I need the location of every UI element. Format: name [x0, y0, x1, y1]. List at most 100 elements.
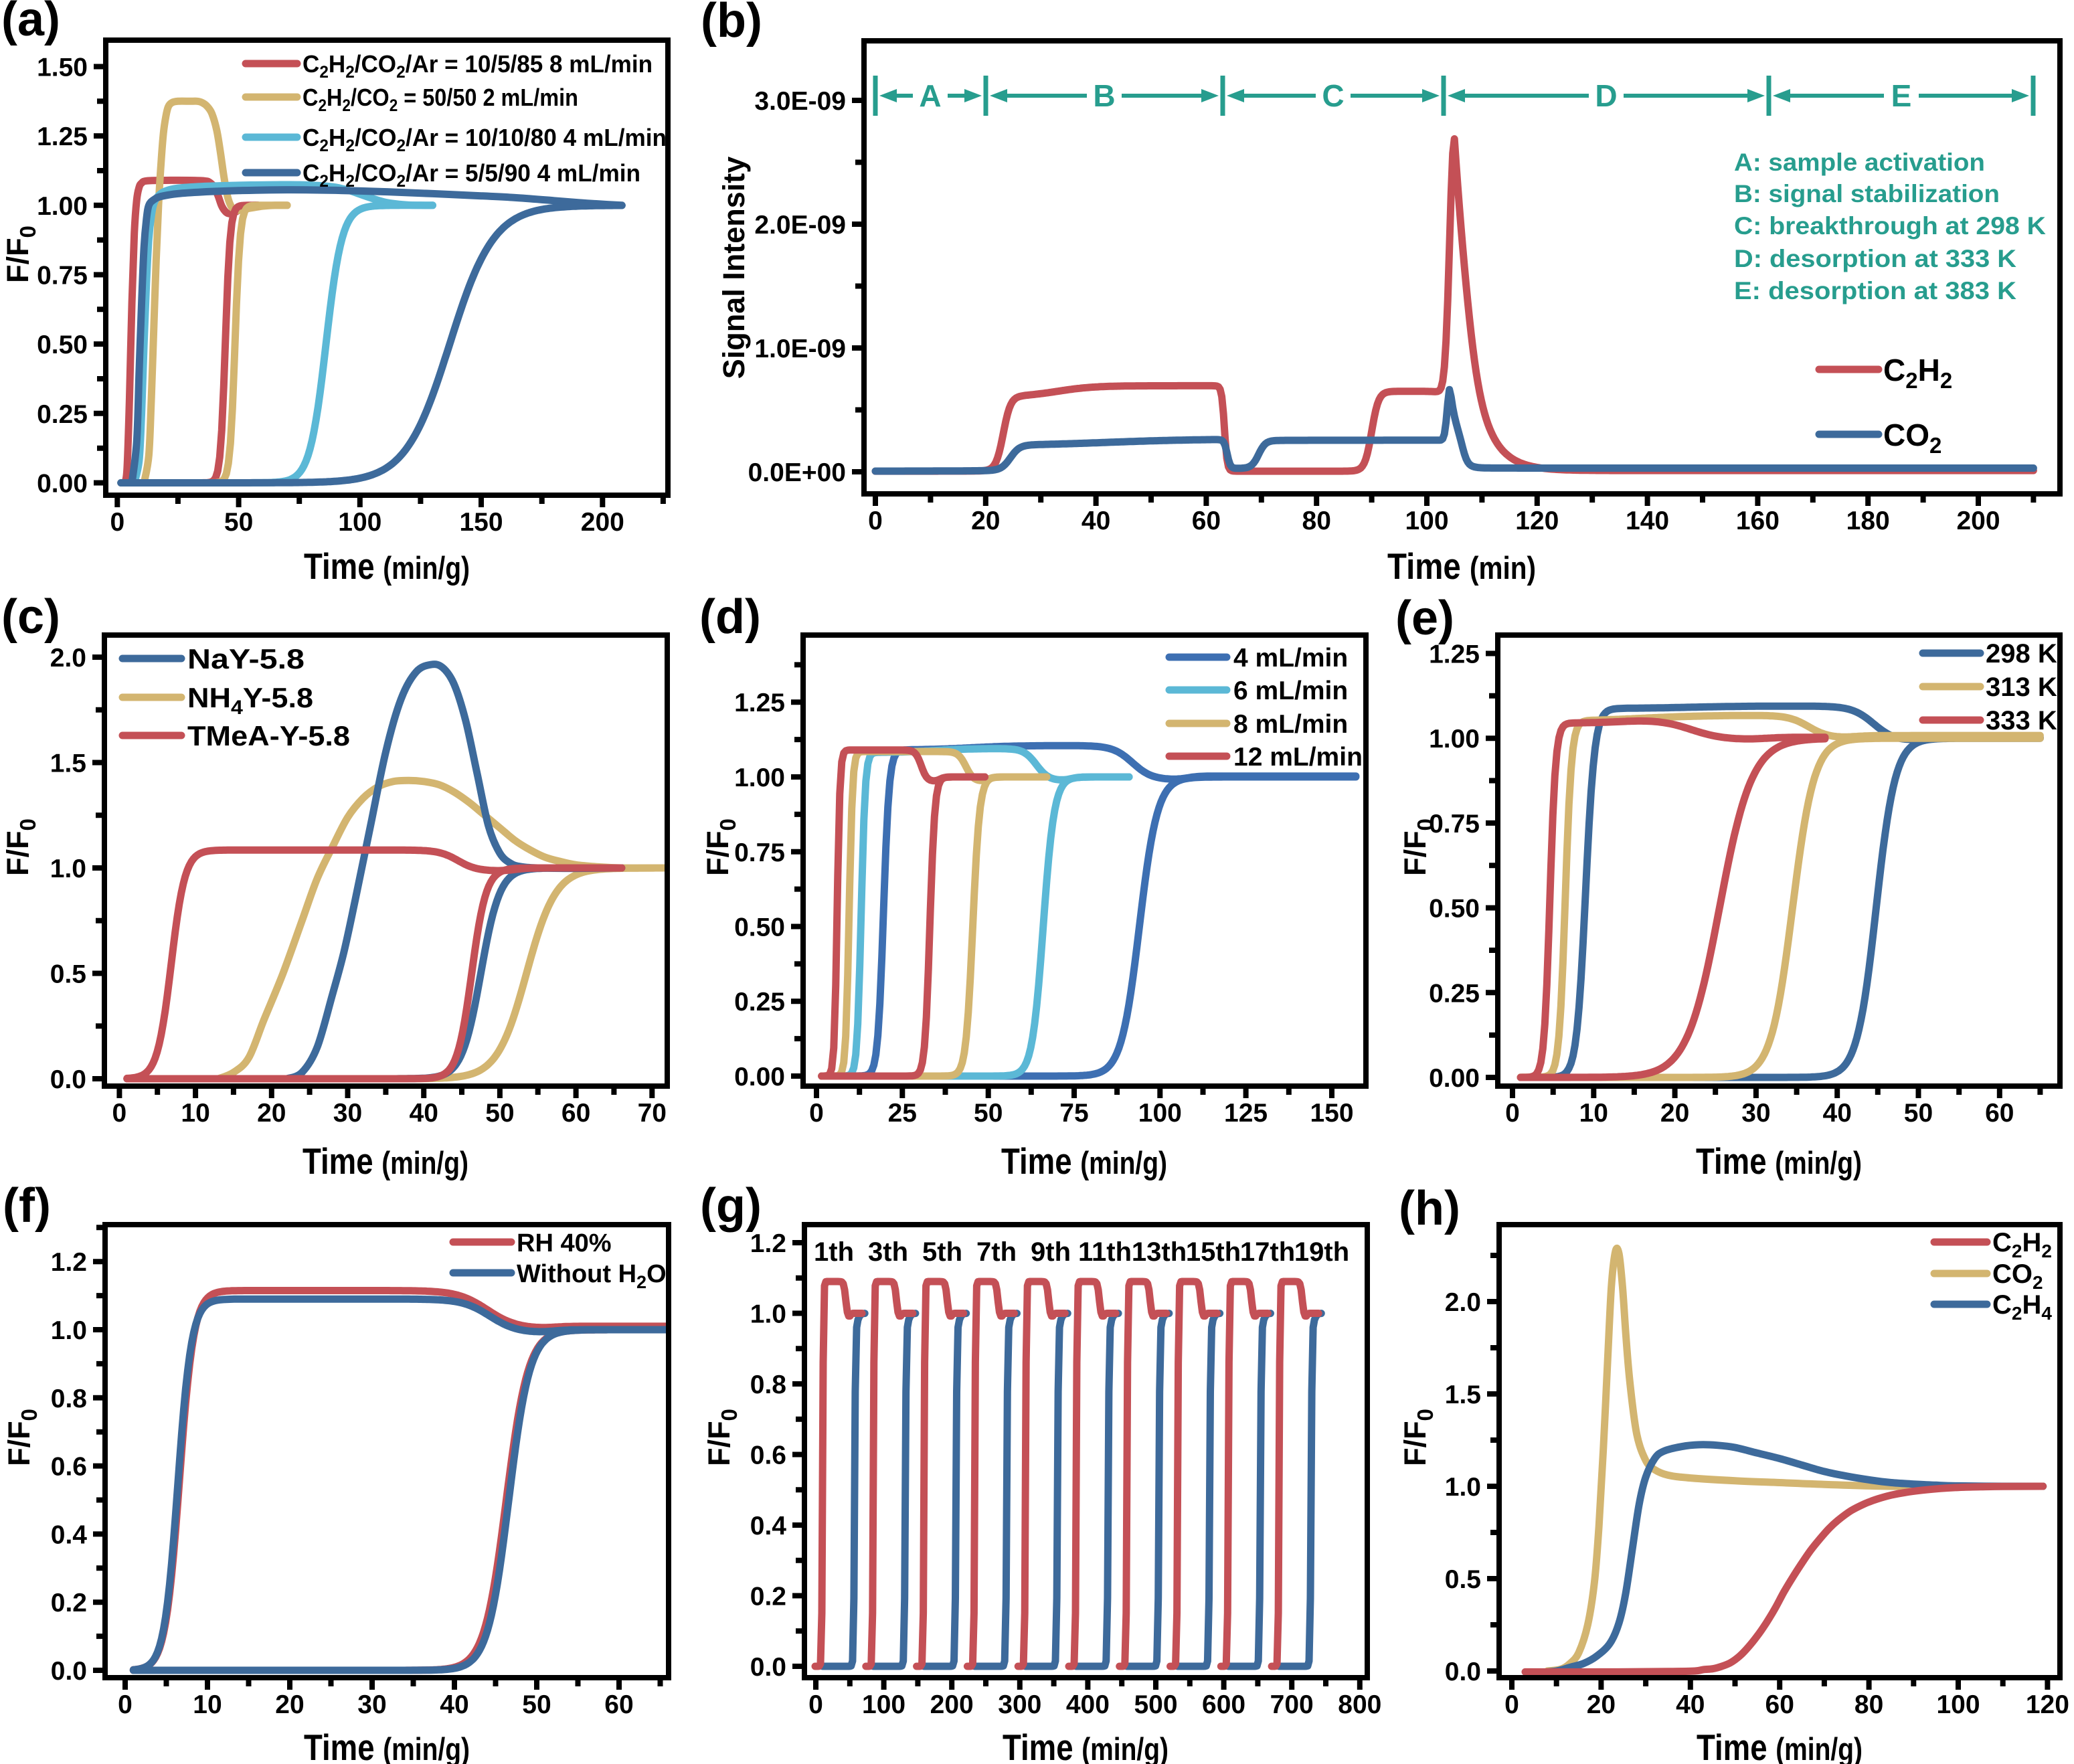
svg-text:80: 80 [1302, 507, 1331, 535]
svg-text:9th: 9th [1031, 1237, 1071, 1267]
svg-text:40: 40 [1676, 1690, 1705, 1719]
svg-text:0.0: 0.0 [750, 1653, 786, 1682]
svg-text:1.0: 1.0 [1445, 1473, 1481, 1502]
svg-text:1.25: 1.25 [734, 689, 785, 717]
svg-text:100: 100 [338, 508, 381, 537]
svg-text:0.0: 0.0 [51, 1657, 87, 1686]
svg-text:800: 800 [1338, 1690, 1381, 1719]
svg-text:0.25: 0.25 [37, 400, 88, 429]
svg-text:0.6: 0.6 [750, 1441, 786, 1470]
svg-text:12 mL/min: 12 mL/min [1233, 743, 1363, 772]
svg-text:0.75: 0.75 [1429, 810, 1480, 839]
svg-text:10: 10 [181, 1099, 209, 1128]
svg-text:0.8: 0.8 [51, 1385, 87, 1413]
svg-text:(e): (e) [1395, 592, 1454, 645]
svg-text:20: 20 [275, 1690, 304, 1719]
svg-text:20: 20 [1660, 1099, 1689, 1128]
svg-text:Time (min/g): Time (min/g) [1696, 1140, 1862, 1182]
svg-text:50: 50 [974, 1099, 1003, 1128]
svg-text:200: 200 [581, 508, 624, 537]
svg-text:150: 150 [1310, 1099, 1353, 1128]
svg-text:13th: 13th [1132, 1237, 1187, 1267]
svg-text:50: 50 [1904, 1099, 1933, 1128]
svg-text:Time (min/g): Time (min/g) [303, 1140, 468, 1182]
svg-text:Time (min/g): Time (min/g) [1001, 1140, 1167, 1182]
svg-text:0.5: 0.5 [1445, 1565, 1481, 1594]
svg-text:100: 100 [862, 1690, 905, 1719]
svg-text:RH 40%: RH 40% [517, 1229, 612, 1257]
svg-text:160: 160 [1736, 507, 1780, 535]
svg-text:150: 150 [459, 508, 503, 537]
svg-text:(a): (a) [1, 0, 60, 46]
svg-text:1.5: 1.5 [50, 749, 86, 778]
svg-text:0.2: 0.2 [51, 1589, 87, 1617]
svg-text:120: 120 [1515, 507, 1559, 535]
svg-text:(b): (b) [701, 0, 762, 48]
svg-text:0: 0 [868, 507, 883, 535]
svg-text:40: 40 [1082, 507, 1110, 535]
svg-text:60: 60 [1192, 507, 1221, 535]
svg-text:0: 0 [1505, 1099, 1520, 1128]
svg-text:17th: 17th [1240, 1237, 1295, 1267]
svg-text:Time (min/g): Time (min/g) [304, 1727, 470, 1764]
svg-text:400: 400 [1066, 1690, 1110, 1719]
svg-text:3.0E-09: 3.0E-09 [754, 87, 846, 116]
svg-text:0.50: 0.50 [37, 331, 88, 359]
svg-text:Time (min/g): Time (min/g) [1697, 1727, 1863, 1764]
svg-text:0.25: 0.25 [734, 988, 785, 1017]
svg-text:0.25: 0.25 [1429, 979, 1480, 1008]
svg-text:A: sample activation: A: sample activation [1734, 149, 1985, 176]
svg-text:1.25: 1.25 [37, 122, 88, 151]
svg-text:C2​H2​/CO2​/Ar = 10/5/85 8 mL/: C2​H2​/CO2​/Ar = 10/5/85 8 mL/min [303, 50, 653, 82]
svg-text:298 K: 298 K [1986, 639, 2057, 669]
svg-text:0: 0 [1504, 1690, 1519, 1719]
svg-text:Signal Intensity: Signal Intensity [717, 157, 751, 379]
svg-text:0.75: 0.75 [37, 262, 88, 290]
svg-text:1.0: 1.0 [750, 1300, 786, 1329]
svg-text:313 K: 313 K [1986, 673, 2057, 702]
svg-text:0: 0 [118, 1690, 133, 1719]
svg-text:100: 100 [1936, 1690, 1980, 1719]
svg-text:NaY-5.8: NaY-5.8 [187, 643, 305, 675]
svg-text:1.50: 1.50 [37, 54, 88, 82]
svg-text:10: 10 [193, 1690, 222, 1719]
svg-text:30: 30 [357, 1690, 386, 1719]
svg-text:1.5: 1.5 [1445, 1381, 1481, 1409]
svg-text:E: desorption at 383 K: E: desorption at 383 K [1734, 277, 2016, 304]
svg-text:0.50: 0.50 [734, 913, 785, 942]
svg-text:D: desorption at 333 K: D: desorption at 333 K [1734, 245, 2016, 272]
svg-text:1.2: 1.2 [750, 1229, 786, 1258]
svg-text:20: 20 [971, 507, 1000, 535]
svg-text:A: A [919, 78, 941, 113]
svg-text:25: 25 [888, 1099, 917, 1128]
svg-text:Time (min): Time (min) [1387, 545, 1536, 587]
svg-text:1.0: 1.0 [51, 1316, 87, 1345]
svg-text:0: 0 [808, 1690, 823, 1719]
svg-text:7th: 7th [976, 1237, 1017, 1267]
svg-text:B: signal stabilization: B: signal stabilization [1734, 180, 2000, 207]
svg-text:C2​H2​: C2​H2​ [1992, 1228, 2052, 1261]
svg-text:140: 140 [1626, 507, 1669, 535]
svg-text:Time (min/g): Time (min/g) [304, 545, 470, 587]
svg-text:0.75: 0.75 [734, 839, 785, 867]
svg-text:B: B [1093, 78, 1115, 113]
svg-text:E: E [1891, 78, 1912, 113]
svg-text:500: 500 [1134, 1690, 1177, 1719]
svg-text:40: 40 [410, 1099, 438, 1128]
svg-text:D: D [1595, 78, 1617, 113]
svg-text:6 mL/min: 6 mL/min [1233, 677, 1348, 705]
svg-text:50: 50 [485, 1099, 514, 1128]
svg-text:TMeA-Y-5.8: TMeA-Y-5.8 [187, 720, 350, 752]
svg-text:100: 100 [1405, 507, 1448, 535]
svg-text:40: 40 [440, 1690, 468, 1719]
svg-text:80: 80 [1854, 1690, 1883, 1719]
svg-text:F/F0: F/F0 [1, 226, 40, 283]
svg-text:10: 10 [1579, 1099, 1608, 1128]
svg-text:60: 60 [1765, 1690, 1794, 1719]
svg-text:0.00: 0.00 [734, 1063, 785, 1091]
svg-text:0.4: 0.4 [51, 1520, 88, 1549]
svg-text:60: 60 [604, 1690, 633, 1719]
svg-text:0.0: 0.0 [50, 1065, 86, 1094]
svg-text:20: 20 [257, 1099, 286, 1128]
svg-text:0.2: 0.2 [750, 1583, 786, 1611]
